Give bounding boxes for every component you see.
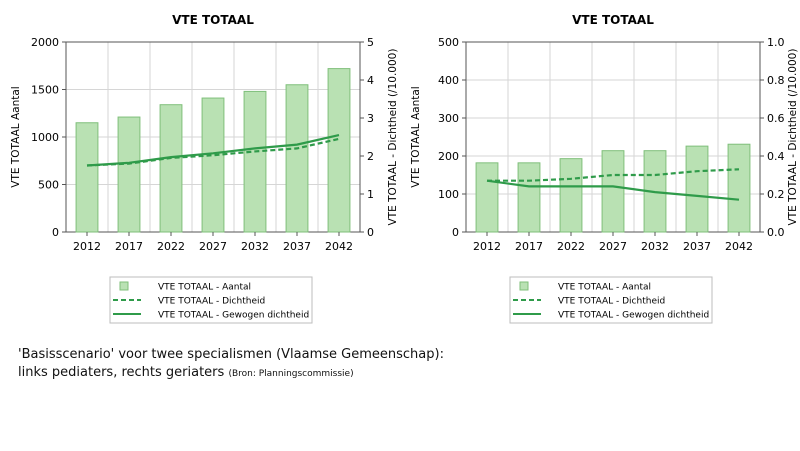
figure-caption: 'Basisscenario' voor twee specialismen (… bbox=[18, 346, 444, 383]
right-line-gewogen-dichtheid bbox=[486, 179, 740, 201]
left-x-tick-label: 2037 bbox=[283, 240, 311, 253]
left-y2-tick-label: 3 bbox=[367, 112, 374, 125]
left-bar-2037 bbox=[285, 84, 309, 233]
left-y2-tick-label: 5 bbox=[367, 36, 374, 49]
left-bar-2027 bbox=[201, 97, 225, 233]
right-legend-label: VTE TOTAAL - Aantal bbox=[558, 283, 651, 293]
left-y2-tick-label: 2 bbox=[367, 150, 374, 163]
left-legend-label: VTE TOTAAL - Gewogen dichtheid bbox=[158, 311, 309, 321]
right-x-tick-label: 2027 bbox=[599, 240, 627, 253]
left-x-tick-label: 2042 bbox=[325, 240, 353, 253]
right-bar-2042 bbox=[727, 143, 751, 233]
right-y2-tick-label: 0.2 bbox=[767, 188, 785, 201]
right-y-tick-label: 100 bbox=[438, 188, 459, 201]
right-x-tick-label: 2032 bbox=[641, 240, 669, 253]
chart-svg-left: VTE TOTAAL 0 500 1000 1500 2000 0 1 2 3 4 5 VTE TOTA… bbox=[10, 13, 399, 324]
right-x-tick-label: 2037 bbox=[683, 240, 711, 253]
right-bar-2017 bbox=[517, 162, 541, 233]
right-legend-label: VTE TOTAAL - Gewogen dichtheid bbox=[558, 311, 709, 321]
left-y-tick-label: 500 bbox=[38, 179, 59, 192]
left-y-tick-label: 2000 bbox=[31, 36, 59, 49]
left-legend-label: VTE TOTAAL - Aantal bbox=[158, 283, 251, 293]
left-y-tick-label: 1000 bbox=[31, 131, 59, 144]
right-y-tick-label: 400 bbox=[438, 74, 459, 87]
right-line-dichtheid bbox=[487, 168, 740, 182]
left-y2-tick-label: 4 bbox=[367, 74, 374, 87]
right-bar-2037 bbox=[685, 145, 709, 233]
right-y2-tick-label: 0.6 bbox=[767, 112, 785, 125]
right-bar-2027 bbox=[601, 150, 625, 233]
left-y2-axis-label: VTE TOTAAL - Dichtheid (/10.000) bbox=[387, 49, 399, 226]
right-x-tick-label: 2017 bbox=[515, 240, 543, 253]
left-legend-swatch-bar bbox=[119, 281, 129, 291]
left-y-axis-label: VTE TOTAAL Aantal bbox=[10, 86, 22, 187]
right-y-tick-label: 500 bbox=[438, 36, 459, 49]
left-y-tick-label: 0 bbox=[52, 226, 59, 239]
caption-line-2: links pediaters, rechts geriaters (Bron:… bbox=[18, 364, 444, 383]
chart-pediaters: VTE TOTAAL 0 500 1000 1500 2000 0 1 2 3 4 5 VTE TOTA… bbox=[0, 0, 400, 334]
caption-source: (Bron: Planningscommissie) bbox=[228, 369, 354, 379]
left-x-tick-label: 2012 bbox=[73, 240, 101, 253]
chart-geriaters: VTE TOTAAL 0 100 200 300 400 500 0.0 0.2 0.4 0.6 0.… bbox=[400, 0, 800, 334]
left-bar-2032 bbox=[243, 90, 267, 233]
left-bar-2042 bbox=[327, 68, 351, 233]
chart-svg-right: VTE TOTAAL 0 100 200 300 400 500 0.0 0.2 0.4 0.6 0.… bbox=[410, 13, 799, 324]
left-x-tick-label: 2017 bbox=[115, 240, 143, 253]
right-chart-title: VTE TOTAAL bbox=[572, 13, 654, 27]
caption-line-1: 'Basisscenario' voor twee specialismen (… bbox=[18, 347, 444, 362]
left-legend-label: VTE TOTAAL - Dichtheid bbox=[158, 297, 265, 307]
right-y-axis-label: VTE TOTAAL Aantal bbox=[410, 86, 422, 187]
left-y2-tick-label: 1 bbox=[367, 188, 374, 201]
left-bar-2012 bbox=[75, 122, 99, 233]
left-line-gewogen-dichtheid bbox=[86, 134, 340, 167]
right-y-tick-label: 200 bbox=[438, 150, 459, 163]
right-x-tick-label: 2022 bbox=[557, 240, 585, 253]
left-x-tick-label: 2022 bbox=[157, 240, 185, 253]
left-x-tick-label: 2032 bbox=[241, 240, 269, 253]
left-bar-2017 bbox=[117, 116, 141, 233]
right-bar-2012 bbox=[475, 162, 499, 233]
right-legend-label: VTE TOTAAL - Dichtheid bbox=[558, 297, 665, 307]
left-chart-title: VTE TOTAAL bbox=[172, 13, 254, 27]
right-y2-tick-label: 0.8 bbox=[767, 74, 785, 87]
left-x-tick-label: 2027 bbox=[199, 240, 227, 253]
right-legend-swatch-bar bbox=[519, 281, 529, 291]
right-x-tick-label: 2042 bbox=[725, 240, 753, 253]
left-bar-2022 bbox=[159, 104, 183, 233]
right-y-tick-label: 300 bbox=[438, 112, 459, 125]
right-y2-tick-label: 0.0 bbox=[767, 226, 785, 239]
right-y2-tick-label: 0.4 bbox=[767, 150, 785, 163]
right-bar-2022 bbox=[559, 158, 583, 233]
right-y2-axis-label: VTE TOTAAL - Dichtheid (/10.000) bbox=[787, 49, 799, 226]
right-y-tick-label: 0 bbox=[452, 226, 459, 239]
right-y2-tick-label: 1.0 bbox=[767, 36, 785, 49]
left-y2-tick-label: 0 bbox=[367, 226, 374, 239]
left-legend-box bbox=[109, 276, 313, 324]
right-x-tick-label: 2012 bbox=[473, 240, 501, 253]
left-y-tick-label: 1500 bbox=[31, 84, 59, 97]
right-legend-box bbox=[509, 276, 713, 324]
caption-specialisms: links pediaters, rechts geriaters bbox=[18, 365, 225, 380]
